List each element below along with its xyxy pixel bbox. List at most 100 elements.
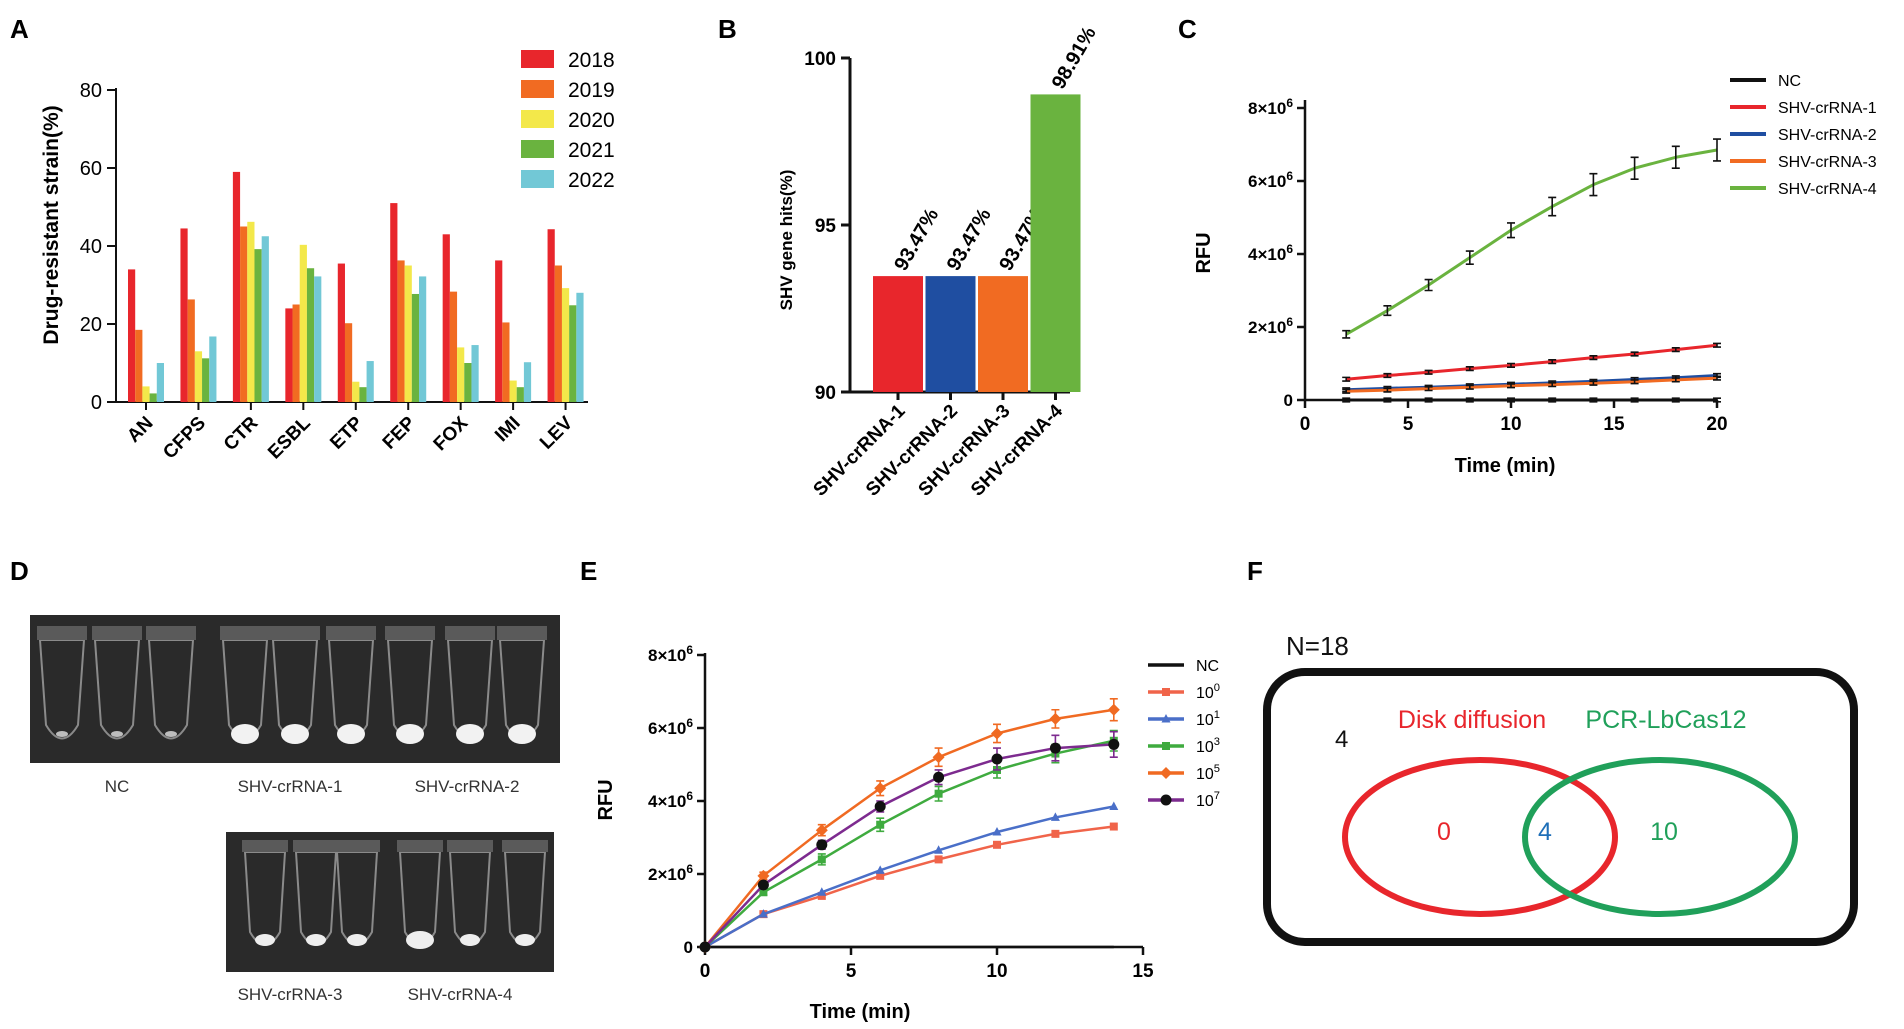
panel-a-bar-esbl-2020 — [299, 244, 307, 402]
panel-c-error-bar — [1424, 386, 1433, 392]
panel-e-point-10-7 — [991, 753, 1003, 765]
venn-outside-count: 4 — [1335, 726, 1348, 753]
panel-e-point-10-1 — [934, 845, 944, 854]
panel-a-category-label: ESBL — [264, 412, 315, 463]
panel-a-bar-lev-2022 — [576, 292, 584, 402]
panel-e-point-10-7 — [699, 941, 711, 953]
panel-b-bar-shv-crrna-4 — [1030, 94, 1081, 392]
panel-c-series-line-shv-crrna-1 — [1346, 343, 1718, 381]
panel-c-x-tick-label: 15 — [1603, 414, 1625, 435]
panel-a-bar-fep-2018 — [390, 203, 398, 402]
panel-c-error-bar — [1383, 305, 1392, 317]
panel-e-point-10-0 — [1051, 829, 1060, 838]
panel-e-point-10-1 — [992, 827, 1002, 836]
panel-c-x-tick-label: 20 — [1706, 414, 1727, 435]
panel-b-bar-shv-crrna-2 — [925, 276, 976, 392]
panel-e-series-line-10-7 — [704, 743, 1114, 948]
panel-a-legend-label-2020: 2020 — [568, 109, 615, 132]
panel-e-legend-label-nc: NC — [1196, 658, 1219, 675]
panel-b-category-label: SHV-crRNA-3 — [915, 401, 1015, 501]
panel-c-error-bar — [1424, 278, 1433, 292]
panel-a-category-label: IMI — [491, 413, 525, 447]
panel-a-y-tick-label: 20 — [80, 314, 102, 336]
panel-e-point-10-1 — [1050, 812, 1060, 821]
tube-fluorescence — [255, 934, 275, 946]
tube-fluorescence — [231, 724, 259, 744]
panel-e-series-line-10-3 — [704, 739, 1115, 948]
tube-label-nc: NC — [105, 777, 130, 796]
panel-c-y-tick-label: 6×106 — [1248, 169, 1293, 191]
panel-e-y-tick-label: 4×106 — [648, 789, 693, 811]
panel-e-point-10-7 — [1049, 742, 1061, 754]
panel-c-error-bar — [1713, 342, 1721, 348]
panel-label-c: C — [1178, 14, 1197, 44]
pcr-tube-cap — [270, 626, 320, 640]
pcr-tube-cap — [293, 840, 339, 852]
panel-label-e: E — [580, 556, 597, 586]
pcr-tube-cap — [220, 626, 270, 640]
panel-a-y-tick-label: 40 — [80, 236, 102, 258]
panel-e-point-10-1 — [817, 887, 827, 896]
panel-e-legend-marker — [1160, 794, 1172, 806]
panel-c-y-tick-label: 4×106 — [1248, 242, 1293, 264]
panel-c-error-bar — [1671, 347, 1680, 353]
panel-c-line-chart: RFU Time (min) 0 2×106 4×106 6×106 8×106 0 5 1… — [1193, 73, 1877, 477]
panel-e-point-10-0 — [993, 840, 1001, 849]
panel-e-point-10-5 — [932, 751, 945, 764]
panel-label-a: A — [10, 14, 29, 44]
panel-e-point-10-1 — [758, 909, 768, 918]
panel-b-y-tick-label: 95 — [815, 216, 837, 237]
panel-c-error-bar — [1465, 365, 1474, 372]
pcr-tube-cap — [447, 840, 493, 852]
panel-a-category-label: AN — [123, 413, 157, 447]
panel-c-legend-label-shv-crrna-3: SHV-crRNA-3 — [1778, 154, 1877, 171]
panel-c-y-axis-label: RFU — [1193, 232, 1215, 273]
panel-e-legend-label-10-3: 103 — [1196, 736, 1220, 756]
panel-d-tube-photos: NC SHV-crRNA-1 SHV-crRNA-2 SHV-crRNA-3 S… — [30, 615, 560, 1004]
panel-b-data-label: 93.47% — [890, 205, 943, 275]
panel-a-bar-ctr-2020 — [247, 221, 255, 402]
panel-e-legend-label-10-0: 100 — [1196, 682, 1220, 702]
panel-a-category-label: FEP — [379, 412, 420, 453]
panel-b-category-label: SHV-crRNA-2 — [862, 401, 962, 501]
panel-e-point-10-7 — [757, 879, 769, 891]
panel-c-error-bar — [1342, 397, 1351, 403]
panel-a-bar-esbl-2019 — [292, 304, 300, 402]
panel-a-legend-swatch-2021 — [521, 140, 554, 158]
panel-a-bar-etp-2020 — [352, 381, 360, 402]
panel-a-category-label: FOX — [430, 412, 473, 455]
panel-b-bar-shv-crrna-3 — [978, 276, 1028, 392]
panel-a-bar-fep-2021 — [411, 293, 420, 402]
panel-e-legend-label-10-1: 101 — [1196, 709, 1220, 729]
panel-e-x-tick-label: 0 — [700, 961, 711, 982]
tube-fluorescence — [56, 731, 68, 737]
panel-e-y-tick-label: 2×106 — [648, 862, 693, 884]
panel-c-error-bar — [1589, 380, 1598, 386]
panel-b-data-label: 98.91% — [1048, 23, 1101, 93]
panel-e-x-tick-label: 5 — [846, 961, 857, 982]
panel-e-legend-marker — [1160, 767, 1172, 779]
tube-label-shv-crrna-1: SHV-crRNA-1 — [238, 777, 343, 796]
panel-label-d: D — [10, 556, 29, 586]
panel-a-y-axis-label: Drug-resistant strain(%) — [40, 105, 63, 344]
panel-e-legend-marker — [1162, 688, 1170, 696]
panel-e-point-10-7 — [816, 839, 828, 851]
panel-c-error-bar — [1671, 377, 1680, 383]
panel-a-bar-fox-2022 — [471, 345, 479, 402]
panel-e-point-10-0 — [934, 855, 943, 864]
panel-a-bar-ctr-2022 — [261, 236, 269, 402]
panel-c-error-bar — [1342, 388, 1351, 394]
tube-fluorescence — [165, 731, 177, 737]
panel-a-bar-an-2019 — [135, 329, 143, 402]
panel-c-error-bar — [1383, 397, 1392, 403]
panel-a-bar-etp-2018 — [337, 263, 345, 402]
panel-b-category-label: SHV-crRNA-1 — [810, 400, 910, 500]
panel-e-x-axis-label: Time (min) — [810, 1001, 911, 1023]
panel-e-point-10-5 — [1107, 703, 1120, 716]
venn-pcr-lbcas12-label: PCR-LbCas12 — [1585, 706, 1746, 734]
panel-e-y-tick-label: 6×106 — [648, 716, 693, 738]
panel-a-bar-etp-2019 — [344, 323, 353, 402]
tube-fluorescence — [515, 934, 535, 946]
pcr-tube-cap — [445, 626, 495, 640]
panel-b-category-label: SHV-crRNA-4 — [967, 400, 1067, 500]
